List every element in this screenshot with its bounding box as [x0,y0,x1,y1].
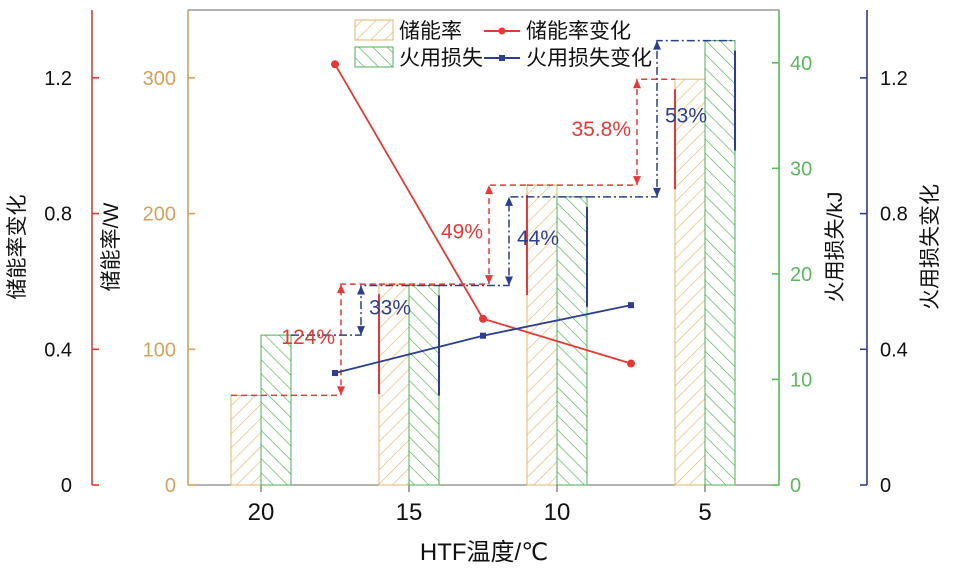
right_inner-tick-label-0: 0 [790,475,801,497]
right_inner-tick-label-4: 40 [790,53,812,75]
storage-step-arrow-up-2 [633,79,641,89]
storage-step-arrow-down-0 [337,386,345,396]
bar-storage-0 [230,394,262,486]
right_inner-tick-label-3: 30 [790,158,812,180]
storage-change-point-1 [479,314,487,323]
right_inner-tick-label-1: 10 [790,369,812,391]
storage-step-arrow-up-1 [485,185,493,195]
bar-storage-2 [526,184,558,486]
x-tick-label-0: 20 [248,499,275,526]
storage-change-label-1: 49% [441,221,483,244]
storage-step-1 [379,184,527,285]
bar-storage-3 [674,78,706,486]
storage-change-label-0: 124% [281,326,335,349]
bar-exergy-3 [704,40,736,486]
legend-marker-exergy-change [499,55,505,61]
left_outer-tick-label-2: 0.8 [44,204,72,226]
x-tick-label-1: 15 [396,499,423,526]
storage-step-arrow-up-0 [337,284,345,294]
exergy-step-arrow-up-0 [357,285,365,295]
storage-step-arrow-down-2 [633,176,641,186]
storage-step-0 [231,283,379,397]
exergy-step-arrow-up-2 [653,40,661,50]
storage-step-2 [527,78,675,186]
exergy-change-label-1: 44% [517,227,559,250]
left_inner-tick-label-3: 300 [143,68,176,90]
right_outer-tick-label-0: 0 [880,475,891,497]
right_outer-tick-label-3: 1.2 [880,68,908,90]
left-outer-axis-title: 储能率变化 [6,195,29,300]
legend: 储能率 火用损失 储能率变化 火用损失变化 [354,19,652,70]
exergy-step-arrow-up-1 [505,196,513,206]
left_outer-tick-label-1: 0.4 [44,339,72,361]
left_inner-tick-label-0: 0 [165,475,176,497]
storage-step-arrow-down-1 [485,275,493,285]
right_outer-tick-label-2: 0.8 [880,204,908,226]
exergy-step-0 [291,284,439,336]
left_inner-tick-label-1: 100 [143,339,176,361]
exergy-change-point-0 [332,370,338,377]
exergy-step-2 [587,39,735,198]
x-axis-title: HTF温度/℃ [420,539,548,566]
left_outer-tick-label-3: 1.2 [44,68,72,90]
exergy-step-1 [439,196,587,287]
x-tick-label-3: 5 [698,499,711,526]
exergy-change-point-1 [480,332,486,339]
legend-label-storage-change: 储能率变化 [526,20,631,43]
legend-label-exergy-change: 火用损失变化 [526,47,652,70]
exergy-change-label-0: 33% [369,296,411,319]
left-inner-axis-title: 储能率/W [100,202,123,291]
right_inner-tick-label-2: 20 [790,264,812,286]
bar-exergy-1 [408,285,440,486]
exergy-step-arrow-down-2 [653,187,661,197]
right_outer-tick-label-1: 0.4 [880,339,908,361]
legend-swatch-storage [354,19,394,41]
bar-exergy-0 [260,334,292,486]
x-tick-label-2: 10 [544,499,571,526]
exergy-change-point-2 [628,302,634,309]
storage-change-point-2 [627,359,635,368]
right-inner-axis-title: 火用损失/kJ [824,192,847,303]
legend-swatch-exergy [354,46,394,68]
right-outer-axis-title: 火用损失变化 [919,184,942,310]
left_inner-tick-label-2: 200 [143,204,176,226]
legend-label-storage: 储能率 [399,20,462,43]
left_outer-tick-label-0: 0 [61,475,72,497]
exergy-step-arrow-down-1 [505,276,513,286]
bar-exergy-2 [556,196,588,486]
legend-marker-storage-change [498,27,506,35]
legend-label-exergy: 火用损失 [399,47,483,70]
exergy-change-label-2: 53% [665,105,707,128]
storage-change-label-2: 35.8% [571,118,631,141]
storage-change-point-0 [331,60,339,69]
exergy-step-arrow-down-0 [357,326,365,336]
